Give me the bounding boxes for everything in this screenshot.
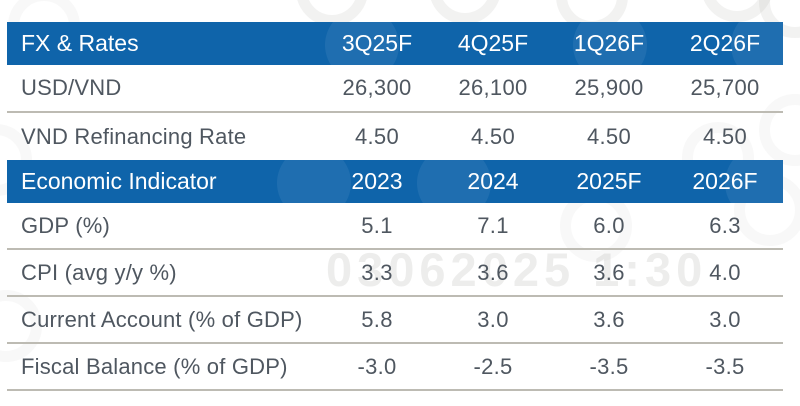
row-label: USD/VND (21, 75, 122, 100)
column-header-2023: 2023 (351, 168, 403, 194)
economic-indicator-header-row: Economic Indicator 2023 2024 2025F 2026F (7, 160, 783, 203)
economic-indicator-title: Economic Indicator (21, 168, 217, 194)
cell-value: 5.1 (361, 212, 393, 238)
watermark-timestamp: 03062025 1:30 (326, 243, 708, 296)
cell-value: -3.5 (705, 353, 745, 379)
cell-value: 25,700 (690, 75, 760, 100)
row-label: Current Account (% of GDP) (21, 306, 303, 332)
row-label: VND Refinancing Rate (21, 123, 247, 149)
header-bubble-decoration (277, 160, 351, 203)
cell-value: 3.6 (477, 259, 509, 285)
table-row-fiscal-balance: Fiscal Balance (% of GDP) -3.0 -2.5 -3.5… (7, 344, 783, 391)
column-header-4q25f: 4Q25F (457, 30, 529, 56)
column-header-1q26f: 1Q26F (573, 30, 645, 56)
cell-value: 3.0 (709, 306, 741, 332)
column-header-2024: 2024 (467, 168, 519, 194)
fx-rates-header-row: FX & Rates 3Q25F 4Q25F 1Q26F 2Q26F (7, 22, 783, 65)
cell-value: 3.3 (361, 259, 393, 285)
cell-value: 6.3 (709, 212, 741, 238)
column-header-2026f: 2026F (692, 168, 758, 194)
cell-value: 4.50 (702, 123, 748, 149)
cell-value: 7.1 (477, 212, 509, 238)
header-bubble-decoration (417, 160, 491, 203)
ring-decoration (429, 0, 501, 24)
column-header-2025f: 2025F (576, 168, 642, 194)
cell-value: 26,100 (458, 75, 528, 100)
cell-value: 4.50 (354, 123, 400, 149)
column-header-3q25f: 3Q25F (341, 30, 413, 56)
cell-value: 3.6 (593, 306, 625, 332)
table-row-current-account: Current Account (% of GDP) 5.8 3.0 3.6 3… (7, 297, 783, 344)
cell-value: 4.50 (586, 123, 632, 149)
cell-value: -3.0 (357, 353, 397, 379)
table-row-vnd-refinancing-rate: VND Refinancing Rate 4.50 4.50 4.50 4.50 (7, 113, 783, 160)
fx-rates-title: FX & Rates (21, 30, 139, 56)
row-label: CPI (avg y/y %) (21, 259, 177, 285)
cell-value: 3.0 (477, 306, 509, 332)
cell-value: 5.8 (361, 306, 393, 332)
cell-value: 4.50 (470, 123, 516, 149)
cell-value: 6.0 (593, 212, 625, 238)
cell-value: -2.5 (473, 353, 513, 379)
forecast-table: FX & Rates 3Q25F 4Q25F 1Q26F 2Q26F USD/V… (7, 22, 783, 391)
column-header-2q26f: 2Q26F (689, 30, 761, 56)
cell-value: 4.0 (709, 259, 741, 285)
cell-value: 25,900 (574, 75, 644, 100)
header-bubble-decoration (731, 22, 783, 65)
cell-value: 26,300 (342, 75, 412, 100)
table-row-usd-vnd: USD/VND 26,300 26,100 25,900 25,700 (7, 65, 783, 113)
row-label: Fiscal Balance (% of GDP) (21, 353, 288, 379)
table-row-gdp: GDP (%) 5.1 7.1 6.0 6.3 (7, 203, 783, 250)
header-bubble-decoration (573, 22, 647, 65)
header-bubble-decoration (325, 22, 399, 65)
cell-value: 3.6 (593, 259, 625, 285)
header-bubble-decoration (725, 160, 783, 203)
row-label: GDP (%) (21, 212, 111, 238)
cell-value: -3.5 (589, 353, 629, 379)
table-row-cpi: CPI (avg y/y %) 3.3 3.6 3.6 4.0 (7, 250, 783, 297)
